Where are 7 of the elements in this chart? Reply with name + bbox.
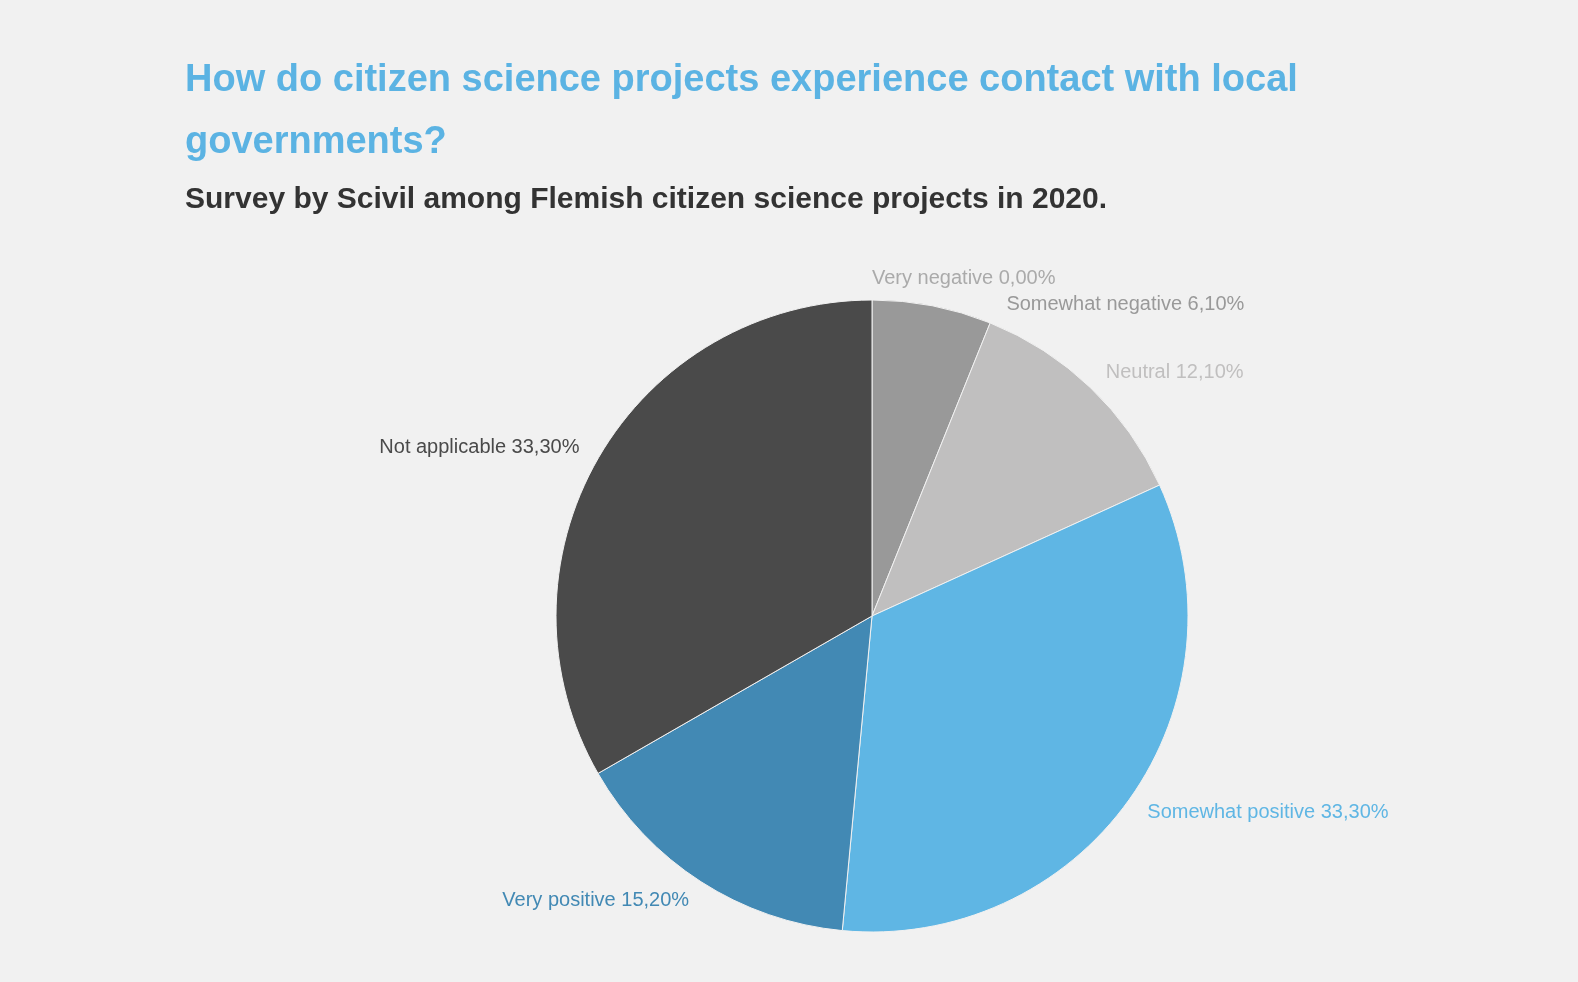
slice-label: Somewhat negative 6,10% [1006, 292, 1245, 314]
chart-subtitle: Survey by Scivil among Flemish citizen science projects in 2020. [185, 181, 1108, 214]
category-label: Very negative 0,00% [872, 266, 1056, 288]
chart-title: How do citizen science projects experience contact with local governments? [185, 57, 1298, 161]
slice-label: Somewhat positive 33,30% [1147, 800, 1389, 823]
slice-label: Very positive 15,20% [502, 888, 690, 911]
slice-label: Not applicable 33,30% [379, 434, 580, 457]
